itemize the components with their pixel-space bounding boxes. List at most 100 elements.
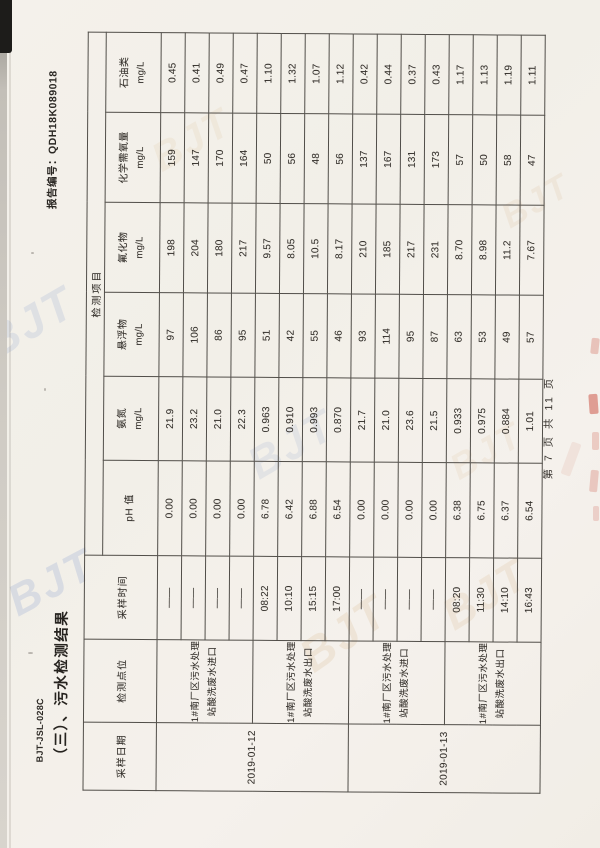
cell-oil: 1.17 bbox=[448, 34, 474, 115]
cell-cod: 137 bbox=[352, 113, 377, 205]
cell-ammonia: 21.0 bbox=[206, 376, 231, 462]
cell-ss: 51 bbox=[254, 293, 280, 378]
cell-time: 08:20 bbox=[445, 557, 470, 642]
cell-oil: 1.19 bbox=[496, 34, 522, 116]
header-sample-time: 采样时间 bbox=[84, 555, 158, 640]
header-suspended-solids: 悬浮物 mg/L bbox=[103, 292, 160, 377]
cell-cod: 50 bbox=[256, 113, 281, 204]
cell-time: —— bbox=[397, 557, 422, 642]
cell-ammonia: 23.2 bbox=[182, 376, 207, 461]
cell-ss: 114 bbox=[374, 294, 400, 379]
cell-fluoride: 231 bbox=[423, 204, 449, 295]
cell-ss: 86 bbox=[206, 292, 232, 378]
cell-cod: 50 bbox=[472, 114, 497, 205]
cell-time: —— bbox=[229, 556, 254, 641]
cell-ss: 95 bbox=[230, 293, 256, 378]
cell-fluoride: 7.67 bbox=[519, 205, 545, 296]
cell-point: 1#南厂区污水处理站酸洗废水进口 bbox=[348, 640, 446, 725]
cell-oil: 1.32 bbox=[280, 33, 306, 114]
cell-ss: 42 bbox=[278, 293, 304, 378]
cell-ph: 6.37 bbox=[493, 462, 519, 559]
header-cod: 化学需氧量 mg/L bbox=[105, 112, 161, 203]
red-seal-fragment bbox=[593, 506, 599, 521]
cell-ss: 93 bbox=[350, 293, 376, 379]
cell-oil: 0.41 bbox=[184, 32, 210, 113]
cell-oil: 0.44 bbox=[376, 34, 402, 115]
cell-cod: 159 bbox=[160, 112, 185, 203]
cell-ph: 6.75 bbox=[469, 462, 495, 558]
cell-cod: 170 bbox=[208, 112, 233, 204]
cell-ammonia: 23.6 bbox=[398, 378, 423, 463]
cell-ss: 87 bbox=[422, 294, 448, 379]
analyte-name: 氟化物 bbox=[118, 231, 130, 264]
cell-fluoride: 210 bbox=[351, 203, 377, 295]
cell-ph: 6.54 bbox=[325, 461, 351, 557]
cell-ph: 6.78 bbox=[253, 461, 279, 557]
cell-oil: 1.10 bbox=[256, 33, 282, 114]
cell-ph: 0.00 bbox=[373, 462, 399, 558]
cell-oil: 0.37 bbox=[400, 34, 426, 115]
cell-cod: 58 bbox=[496, 114, 521, 206]
cell-ammonia: 0.910 bbox=[278, 377, 303, 462]
cell-ammonia: 0.975 bbox=[470, 378, 495, 463]
analyte-name: 悬浮物 bbox=[117, 318, 130, 351]
cell-fluoride: 9.57 bbox=[255, 203, 281, 294]
cell-ss: 49 bbox=[494, 294, 520, 380]
section-title: （三）、污水检测结果 bbox=[53, 609, 71, 763]
cell-point: 1#南厂区污水处理站酸洗废水出口 bbox=[252, 640, 350, 724]
cell-ph: 6.54 bbox=[517, 463, 543, 559]
cell-ph: 0.00 bbox=[181, 460, 207, 556]
cell-time: —— bbox=[205, 555, 230, 641]
cell-date: 2019-01-13 bbox=[347, 723, 541, 794]
header-ammonia: 氨氮 mg/L bbox=[103, 376, 159, 461]
analyte-name: 石油类 bbox=[119, 56, 132, 89]
cell-fluoride: 185 bbox=[375, 204, 401, 295]
cell-time: 17:00 bbox=[325, 556, 350, 641]
cell-cod: 173 bbox=[424, 114, 449, 205]
cell-fluoride: 180 bbox=[207, 202, 233, 294]
wastewater-results-table: 采样日期 检测点位 采样时间 检测项目 pH 值 氨氮 mg/L 悬浮物 mg/L … bbox=[82, 31, 546, 794]
analyte-name: pH 值 bbox=[124, 494, 136, 522]
cell-ammonia: 21.7 bbox=[350, 377, 375, 463]
cell-ss: 63 bbox=[446, 294, 472, 379]
table-row: 1#南厂区污水处理站酸洗废水出口 08:20 6.38 0.933 63 8.7… bbox=[444, 34, 542, 793]
scan-edge-line bbox=[9, 0, 11, 848]
cell-ph: 6.42 bbox=[277, 461, 303, 557]
cell-fluoride: 217 bbox=[231, 203, 257, 294]
cell-cod: 57 bbox=[448, 114, 473, 205]
cell-ammonia: 21.9 bbox=[158, 376, 183, 461]
cell-ph: 0.00 bbox=[157, 460, 183, 556]
cell-fluoride: 10.5 bbox=[303, 203, 329, 294]
cell-time: 16:43 bbox=[517, 558, 542, 643]
cell-oil: 0.49 bbox=[208, 32, 234, 114]
cell-ph: 6.38 bbox=[445, 462, 471, 558]
cell-fluoride: 8.17 bbox=[327, 203, 353, 294]
cell-ph: 0.00 bbox=[205, 460, 231, 557]
cell-oil: 0.42 bbox=[352, 33, 378, 115]
table-row: 1#南厂区污水处理站酸洗废水出口 08:22 6.78 0.963 51 9.5… bbox=[252, 33, 350, 791]
cell-time: 15:15 bbox=[301, 556, 326, 641]
cell-ammonia: 0.870 bbox=[326, 377, 351, 462]
cell-fluoride: 198 bbox=[159, 202, 185, 293]
cell-cod: 164 bbox=[232, 113, 257, 204]
cell-ammonia: 22.3 bbox=[230, 377, 255, 462]
cell-fluoride: 8.05 bbox=[279, 203, 305, 294]
cell-oil: 0.43 bbox=[424, 34, 450, 115]
scan-speck bbox=[36, 700, 38, 702]
cell-time: 14:10 bbox=[493, 557, 518, 643]
scan-speck bbox=[28, 652, 33, 654]
header-fluoride: 氟化物 mg/L bbox=[104, 202, 161, 293]
cell-ammonia: 0.884 bbox=[494, 378, 519, 464]
cell-time: —— bbox=[349, 556, 374, 642]
cell-ss: 55 bbox=[302, 293, 328, 378]
cell-oil: 1.11 bbox=[520, 35, 546, 116]
cell-ph: 0.00 bbox=[421, 462, 447, 558]
cell-ph: 0.00 bbox=[349, 461, 375, 558]
cell-point: 1#南厂区污水处理站酸洗废水出口 bbox=[444, 641, 542, 726]
cell-time: 10:10 bbox=[277, 556, 302, 641]
cell-oil: 0.45 bbox=[160, 32, 186, 113]
analyte-unit: mg/L bbox=[134, 236, 146, 259]
cell-ph: 6.88 bbox=[301, 461, 327, 557]
